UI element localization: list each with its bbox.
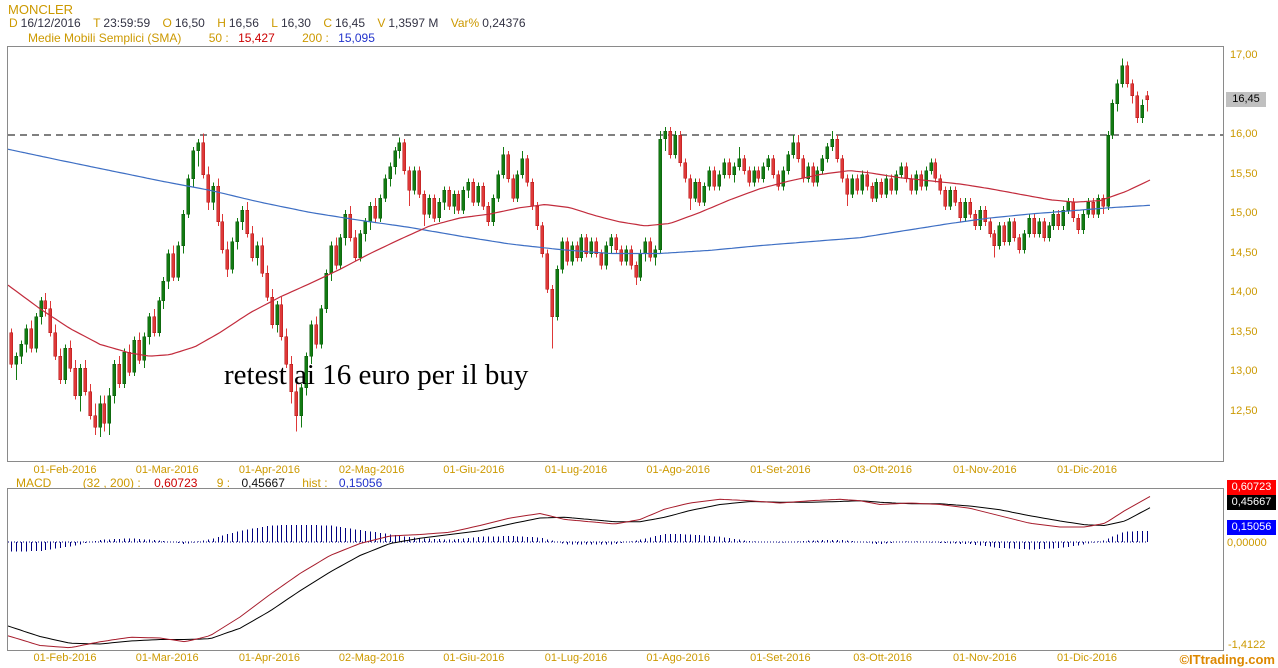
candles-group — [9, 58, 1149, 437]
symbol-title: MONCLER — [8, 2, 74, 17]
date-label-02-Mag-2016: 02-Mag-2016 — [338, 652, 405, 664]
macd-signal-period: 9 : — [216, 476, 231, 490]
sma50-line — [8, 170, 1151, 357]
macd-zero-label: 0,00000 — [1227, 537, 1267, 549]
signal-value-box: 0,45667 — [1227, 495, 1276, 510]
date-label-01-Mar-2016: 01-Mar-2016 — [135, 652, 199, 664]
date-label-01-Giu-2016: 01-Giu-2016 — [443, 464, 505, 476]
price-tick-17_00: 17,00 — [1230, 49, 1258, 61]
date-value: 16/12/2016 — [20, 16, 81, 30]
macd-hist-label: hist : — [302, 476, 328, 490]
macd-signal-value: 0,45667 — [241, 476, 285, 490]
date-label-01-Ago-2016: 01-Ago-2016 — [646, 652, 710, 664]
date-label-01-Lug-2016: 01-Lug-2016 — [544, 464, 608, 476]
date-label-01-Nov-2016: 01-Nov-2016 — [953, 464, 1017, 476]
macd-panel[interactable] — [7, 488, 1224, 651]
date-label: D — [9, 16, 18, 30]
sma50-value: 15,427 — [238, 31, 275, 45]
watermark: ©ITtrading.com — [1179, 652, 1275, 667]
date-label-01-Dic-2016: 01-Dic-2016 — [1057, 652, 1117, 664]
sma-legend-title: Medie Mobili Semplici (SMA) — [28, 31, 182, 45]
volume-value: 1,3597 M — [388, 16, 439, 30]
sma200-value: 15,095 — [338, 31, 375, 45]
macd-main-line — [8, 496, 1151, 649]
date-label-01-Set-2016: 01-Set-2016 — [750, 464, 811, 476]
price-tick-13_00: 13,00 — [1230, 365, 1258, 377]
open-label: O — [162, 16, 172, 30]
date-label-01-Lug-2016: 01-Lug-2016 — [544, 652, 608, 664]
date-label-02-Mag-2016: 02-Mag-2016 — [338, 464, 405, 476]
macd-min-label: -1,4122 — [1228, 639, 1266, 651]
sma50-label: 50 : — [208, 31, 229, 45]
chart-annotation: retest ai 16 euro per il buy — [224, 359, 529, 391]
var-label: Var% — [450, 16, 480, 30]
macd-histogram — [11, 524, 1148, 552]
macd-canvas[interactable] — [8, 489, 1223, 650]
macd-signal-line — [8, 500, 1151, 645]
price-tick-15_00: 15,00 — [1230, 207, 1258, 219]
price-tick-13_50: 13,50 — [1230, 325, 1258, 338]
macd-value: 0,60723 — [154, 476, 198, 490]
price-tick-12_50: 12,50 — [1230, 404, 1258, 417]
date-label-01-Feb-2016: 01-Feb-2016 — [33, 652, 97, 664]
sma200-line — [8, 148, 1151, 255]
date-label-03-Ott-2016: 03-Ott-2016 — [853, 652, 912, 664]
low-label: L — [271, 16, 278, 30]
volume-label: V — [377, 16, 386, 30]
date-label-01-Dic-2016: 01-Dic-2016 — [1057, 464, 1117, 476]
time-value: 23:59:59 — [103, 16, 151, 30]
date-label-01-Mar-2016: 01-Mar-2016 — [135, 464, 199, 476]
date-label-01-Set-2016: 01-Set-2016 — [750, 652, 811, 664]
price-chart-panel[interactable]: retest ai 16 euro per il buy — [7, 46, 1224, 462]
date-label-01-Ago-2016: 01-Ago-2016 — [646, 464, 710, 476]
macd-hist-value: 0,15056 — [338, 476, 383, 490]
price-tick-14_00: 14,00 — [1230, 286, 1258, 298]
date-label-01-Apr-2016: 01-Apr-2016 — [238, 652, 300, 664]
quote-bar: D 16/12/2016 T 23:59:59 O 16,50 H 16,56 L 16,… — [9, 16, 526, 30]
time-label: T — [93, 16, 101, 30]
date-label-01-Nov-2016: 01-Nov-2016 — [953, 652, 1017, 664]
price-tick-15_50: 15,50 — [1230, 167, 1258, 180]
date-label-01-Apr-2016: 01-Apr-2016 — [238, 464, 300, 476]
price-chart-canvas[interactable] — [8, 47, 1223, 461]
sma-legend: Medie Mobili Semplici (SMA) 50 : 15,427 … — [28, 31, 375, 45]
macd-legend: MACD (32 , 200) : 0,60723 9 : 0,45667 hi… — [16, 476, 382, 490]
low-value: 16,30 — [280, 16, 311, 30]
high-value: 16,56 — [228, 16, 259, 30]
date-label-03-Ott-2016: 03-Ott-2016 — [853, 464, 912, 476]
high-label: H — [217, 16, 226, 30]
var-value: 0,24376 — [482, 16, 526, 30]
date-label-01-Giu-2016: 01-Giu-2016 — [443, 652, 505, 664]
open-value: 16,50 — [174, 16, 205, 30]
macd-title: MACD — [16, 476, 52, 490]
sma200-label: 200 : — [302, 31, 329, 45]
hist-value-box: 0,15056 — [1227, 520, 1276, 535]
last-price-box: 16,45 — [1226, 92, 1266, 107]
date-label-01-Feb-2016: 01-Feb-2016 — [33, 464, 97, 476]
macd-value-box: 0,60723 — [1227, 480, 1276, 495]
close-label: C — [323, 16, 332, 30]
close-value: 16,45 — [334, 16, 366, 30]
price-tick-16_00: 16,00 — [1230, 128, 1258, 140]
price-tick-14_50: 14,50 — [1230, 246, 1258, 259]
macd-params: (32 , 200) : — [82, 476, 141, 490]
